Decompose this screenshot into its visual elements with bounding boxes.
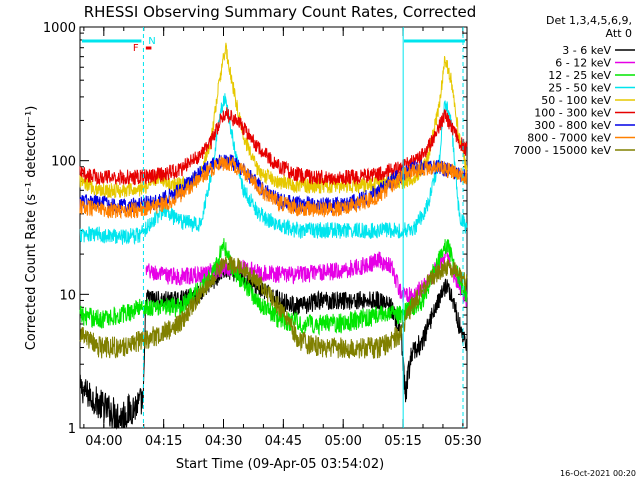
series-line-2: [145, 246, 468, 307]
legend-header-line-2: Att 0: [606, 27, 632, 40]
y-tick-label: 100: [51, 155, 76, 170]
legend-label-1: 3 - 6 keV: [562, 44, 611, 57]
series-line-9: [79, 255, 468, 359]
y-tick-label: 1: [68, 422, 76, 437]
series-line-4: [79, 93, 468, 246]
series-line-3: [79, 238, 468, 336]
chart-title: RHESSI Observing Summary Count Rates, Co…: [84, 3, 477, 21]
x-tick-label: 04:00: [85, 434, 122, 449]
y-axis-label: Corrected Count Rate (s⁻¹ detector⁻¹): [24, 106, 39, 351]
timestamp: 16-Oct-2021 00:20: [560, 469, 636, 478]
plot-area: 1 10 100 1000 04:00 04:15 04:30 04:45 05:00 05:15…: [43, 21, 482, 449]
legend-header-line-1: Det 1,3,4,5,6,9,: [546, 14, 632, 27]
x-tick-label: 05:00: [324, 434, 361, 449]
legend-label-3: 12 - 25 keV: [548, 69, 611, 82]
flare-flag-label: F: [133, 43, 139, 54]
x-tick-label: 05:15: [384, 434, 421, 449]
legend-label-6: 100 - 300 keV: [534, 107, 611, 120]
y-tick-label: 1000: [43, 21, 76, 36]
legend-label-9: 7000 - 15000 keV: [513, 144, 611, 157]
night-flag-label: N: [148, 36, 155, 47]
series-line-7: [79, 154, 468, 214]
series-line-5: [79, 42, 468, 199]
x-tick-label: 04:15: [145, 434, 182, 449]
x-tick-label: 05:30: [444, 434, 481, 449]
legend-label-7: 300 - 800 keV: [534, 119, 611, 132]
y-tick-label: 10: [59, 288, 76, 303]
x-tick-label: 04:45: [265, 434, 302, 449]
series-line-6: [79, 107, 468, 186]
legend-label-2: 6 - 12 keV: [555, 57, 611, 70]
legend-label-5: 50 - 100 keV: [541, 94, 611, 107]
x-axis-label: Start Time (09-Apr-05 03:54:02): [176, 457, 384, 472]
x-tick-label: 04:30: [205, 434, 242, 449]
legend-label-8: 800 - 7000 keV: [527, 132, 611, 145]
series-line-8: [79, 156, 468, 220]
legend-label-4: 25 - 50 keV: [548, 82, 611, 95]
